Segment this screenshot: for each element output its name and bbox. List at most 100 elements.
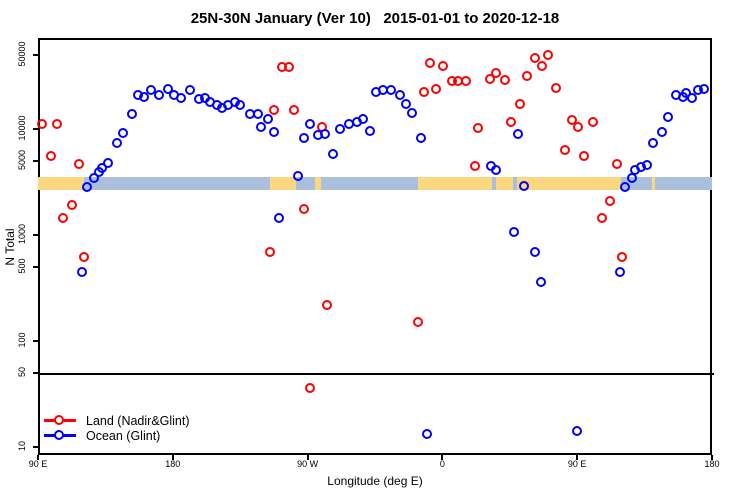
surface-band-segment-land bbox=[496, 177, 513, 191]
ocean-point bbox=[293, 170, 304, 181]
ocean-point bbox=[327, 148, 338, 159]
land-point bbox=[559, 145, 570, 156]
x-tick bbox=[37, 455, 39, 460]
land-circle-icon bbox=[54, 415, 64, 425]
plot-area bbox=[37, 38, 714, 455]
legend: Land (Nadir&Glint) Ocean (Glint) bbox=[44, 413, 190, 443]
ocean-point bbox=[406, 108, 417, 119]
y-tick-label: 5000 bbox=[17, 150, 27, 171]
land-point bbox=[529, 52, 540, 63]
ocean-point bbox=[117, 127, 128, 138]
legend-item-ocean: Ocean (Glint) bbox=[44, 428, 190, 443]
ocean-point bbox=[269, 126, 280, 137]
ocean-point bbox=[385, 85, 396, 96]
ocean-point bbox=[126, 109, 137, 120]
land-point bbox=[505, 117, 516, 128]
land-point bbox=[460, 76, 471, 87]
y-tick-label: 500 bbox=[17, 258, 27, 274]
y-tick bbox=[33, 160, 38, 163]
legend-label-land: Land (Nadir&Glint) bbox=[86, 413, 190, 428]
ocean-point bbox=[400, 99, 411, 110]
land-point bbox=[514, 99, 525, 110]
ocean-point bbox=[415, 133, 426, 144]
ocean-point bbox=[305, 119, 316, 130]
x-tick-label: 180 bbox=[165, 459, 181, 469]
legend-item-land: Land (Nadir&Glint) bbox=[44, 413, 190, 428]
y-tick bbox=[33, 340, 38, 343]
y-tick bbox=[33, 371, 38, 374]
land-point bbox=[78, 252, 89, 263]
land-point bbox=[424, 57, 435, 68]
x-tick-label: 90 W bbox=[297, 459, 319, 469]
land-point bbox=[573, 121, 584, 132]
y-tick bbox=[33, 128, 38, 131]
land-point bbox=[321, 300, 332, 311]
ocean-point bbox=[81, 182, 92, 193]
land-series-symbol bbox=[44, 415, 76, 426]
ocean-point bbox=[252, 109, 263, 120]
ocean-point bbox=[255, 121, 266, 132]
ocean-point bbox=[162, 83, 173, 94]
x-tick bbox=[441, 455, 444, 460]
land-point bbox=[537, 61, 548, 72]
land-point bbox=[284, 62, 295, 73]
ocean-point bbox=[102, 157, 113, 168]
surface-band-segment-land bbox=[315, 177, 322, 191]
ocean-point bbox=[234, 100, 245, 111]
ocean-series-symbol bbox=[44, 430, 76, 441]
y-axis-label: N Total bbox=[3, 228, 17, 266]
ocean-point bbox=[529, 247, 540, 258]
ocean-point bbox=[111, 138, 122, 149]
y-tick-label: 50000 bbox=[17, 41, 27, 67]
ocean-point bbox=[185, 84, 196, 95]
ocean-point bbox=[273, 213, 284, 224]
land-point bbox=[499, 74, 510, 85]
ocean-point bbox=[513, 129, 524, 140]
land-point bbox=[588, 116, 599, 127]
ocean-point bbox=[642, 159, 653, 170]
land-point bbox=[269, 105, 280, 116]
ocean-point bbox=[687, 93, 698, 104]
land-point bbox=[469, 160, 480, 171]
y-tick-label: 10 bbox=[17, 441, 27, 452]
land-point bbox=[430, 83, 441, 94]
ocean-point bbox=[263, 113, 274, 124]
land-point bbox=[418, 86, 429, 97]
surface-band-segment-land bbox=[38, 177, 85, 191]
legend-label-ocean: Ocean (Glint) bbox=[86, 428, 161, 443]
land-point bbox=[543, 49, 554, 60]
x-tick-label: 90 E bbox=[567, 459, 587, 469]
y-tick bbox=[33, 54, 38, 57]
x-tick bbox=[171, 455, 174, 460]
surface-band-segment-land bbox=[270, 177, 296, 191]
land-point bbox=[567, 115, 578, 126]
land-point bbox=[522, 71, 533, 82]
land-point bbox=[74, 158, 85, 169]
land-point bbox=[51, 119, 62, 130]
land-point bbox=[37, 119, 47, 130]
ocean-point bbox=[519, 180, 530, 191]
x-tick bbox=[306, 455, 309, 460]
surface-band-segment-ocean bbox=[512, 177, 518, 191]
ocean-point bbox=[619, 181, 630, 192]
land-point bbox=[57, 212, 68, 223]
ocean-point bbox=[421, 429, 432, 440]
x-tick bbox=[576, 455, 579, 460]
y-tick-label: 50 bbox=[17, 366, 27, 377]
ocean-point bbox=[657, 126, 668, 137]
y-tick bbox=[33, 266, 38, 269]
ocean-point bbox=[138, 91, 149, 102]
surface-band-segment-land bbox=[418, 177, 492, 191]
ocean-point bbox=[394, 89, 405, 100]
ocean-point bbox=[96, 162, 107, 173]
ocean-point bbox=[681, 87, 692, 98]
ocean-point bbox=[508, 226, 519, 237]
ocean-point bbox=[571, 426, 582, 437]
ocean-circle-icon bbox=[54, 430, 64, 440]
land-point bbox=[579, 151, 590, 162]
ocean-point bbox=[648, 138, 659, 149]
surface-band-segment-ocean bbox=[321, 177, 419, 191]
land-point bbox=[612, 158, 623, 169]
land-point bbox=[597, 212, 608, 223]
